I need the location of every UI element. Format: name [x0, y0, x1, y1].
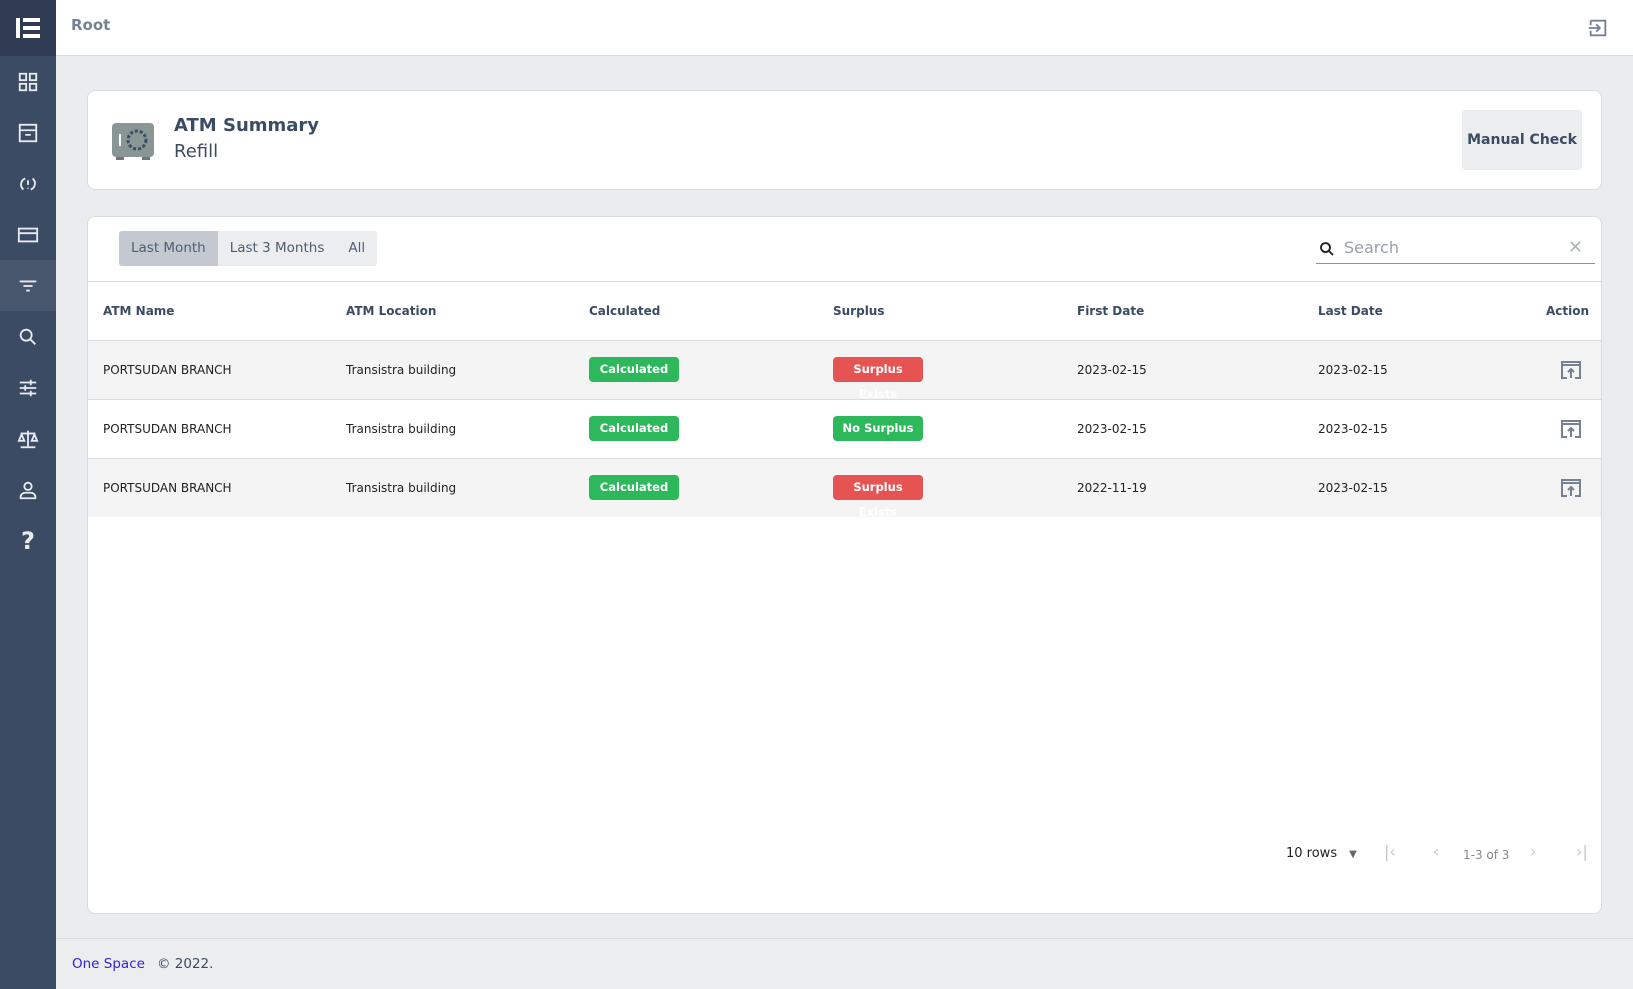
archive-icon [18, 123, 38, 142]
search-icon [1320, 242, 1334, 256]
last-date: 2023-02-15 [1318, 481, 1388, 495]
table-row: PORTSUDAN BRANCH Transistra building Cal… [88, 458, 1601, 519]
first-date: 2023-02-15 [1077, 363, 1147, 377]
calculated-badge: Calculated [589, 416, 679, 441]
period-tabs: Last Month Last 3 Months All [119, 231, 378, 266]
next-page-icon[interactable]: › [1530, 842, 1537, 861]
first-date: 2023-02-15 [1077, 422, 1147, 436]
surplus-badge: Surplus Exists [833, 357, 923, 401]
balance-scale-icon [17, 430, 39, 448]
last-page-icon[interactable]: ›| [1576, 842, 1588, 861]
filter-icon [19, 280, 37, 291]
page-range: 1-3 of 3 [1463, 848, 1510, 862]
table-card: Last Month Last 3 Months All Search ✕ AT… [87, 216, 1602, 914]
manual-check-button[interactable]: Manual Check [1462, 110, 1582, 170]
col-calculated[interactable]: Calculated [589, 304, 661, 318]
nav-card[interactable] [0, 209, 56, 260]
tab-all[interactable]: All [348, 240, 366, 256]
nav-dashboard[interactable] [0, 56, 56, 107]
first-date: 2022-11-19 [1077, 481, 1147, 495]
user-icon [19, 481, 37, 499]
last-date: 2023-02-15 [1318, 363, 1388, 377]
sync-icon [20, 177, 36, 190]
tab-last-month[interactable]: Last Month [119, 231, 218, 266]
surplus-badge: Surplus Exists [833, 475, 923, 519]
atm-name: PORTSUDAN BRANCH [103, 363, 232, 377]
sidebar: ? [0, 0, 56, 989]
first-page-icon[interactable]: |‹ [1384, 842, 1396, 861]
nav-filter[interactable] [0, 260, 56, 311]
col-last-date[interactable]: Last Date [1318, 304, 1383, 318]
open-detail-icon[interactable] [1561, 479, 1581, 497]
col-atm-location[interactable]: ATM Location [346, 304, 437, 318]
logo-icon [16, 18, 40, 38]
calculated-badge: Calculated [589, 475, 679, 500]
tab-last-3-months[interactable]: Last 3 Months [229, 240, 325, 256]
footer: One Space © 2022. [56, 938, 1633, 989]
caret-down-icon: ▼ [1349, 849, 1357, 860]
safe-icon [112, 123, 154, 160]
atm-location: Transistra building [346, 481, 457, 495]
col-surplus[interactable]: Surplus [833, 304, 885, 318]
open-detail-icon[interactable] [1561, 361, 1581, 379]
summary-card: ATM Summary Refill Manual Check [87, 90, 1602, 190]
atm-name: PORTSUDAN BRANCH [103, 422, 232, 436]
col-action: Action [1545, 304, 1589, 318]
logout-icon[interactable] [1587, 17, 1609, 39]
sliders-icon [19, 379, 37, 396]
rows-per-page-select[interactable]: 10 rows ▼ [1286, 846, 1357, 861]
calculated-badge: Calculated [589, 357, 679, 382]
atm-name: PORTSUDAN BRANCH [103, 481, 232, 495]
search-placeholder: Search [1344, 238, 1399, 257]
nav-user[interactable] [0, 464, 56, 515]
credit-card-icon [17, 227, 39, 242]
breadcrumb[interactable]: Root [71, 16, 111, 34]
atm-location: Transistra building [346, 422, 457, 436]
help-icon: ? [21, 526, 35, 555]
search-input[interactable]: Search ✕ [1316, 235, 1595, 264]
nav-search[interactable] [0, 311, 56, 362]
surplus-badge: No Surplus [833, 416, 923, 441]
atm-location: Transistra building [346, 363, 457, 377]
col-first-date[interactable]: First Date [1077, 304, 1145, 318]
col-atm-name[interactable]: ATM Name [103, 304, 175, 318]
table-header: ATM Name ATM Location Calculated Surplus… [88, 281, 1601, 340]
rows-per-page-value: 10 rows [1286, 846, 1338, 861]
top-header: Root [56, 0, 1633, 56]
dashboard-icon [18, 72, 38, 91]
clear-search-icon[interactable]: ✕ [1567, 237, 1583, 258]
nav-sync[interactable] [0, 158, 56, 209]
search-icon [19, 328, 36, 345]
last-date: 2023-02-15 [1318, 422, 1388, 436]
footer-copyright: © 2022. [157, 956, 214, 972]
page-subtitle: Refill [174, 141, 219, 162]
nav-help[interactable]: ? [0, 515, 56, 566]
logo[interactable] [0, 0, 56, 56]
nav-archive[interactable] [0, 107, 56, 158]
footer-brand-link[interactable]: One Space [72, 956, 145, 972]
nav-settings[interactable] [0, 362, 56, 413]
table-row: PORTSUDAN BRANCH Transistra building Cal… [88, 399, 1601, 458]
open-detail-icon[interactable] [1561, 420, 1581, 438]
prev-page-icon[interactable]: ‹ [1433, 842, 1440, 861]
table-row: PORTSUDAN BRANCH Transistra building Cal… [88, 340, 1601, 401]
nav-balance[interactable] [0, 413, 56, 464]
page-title: ATM Summary [174, 115, 320, 136]
